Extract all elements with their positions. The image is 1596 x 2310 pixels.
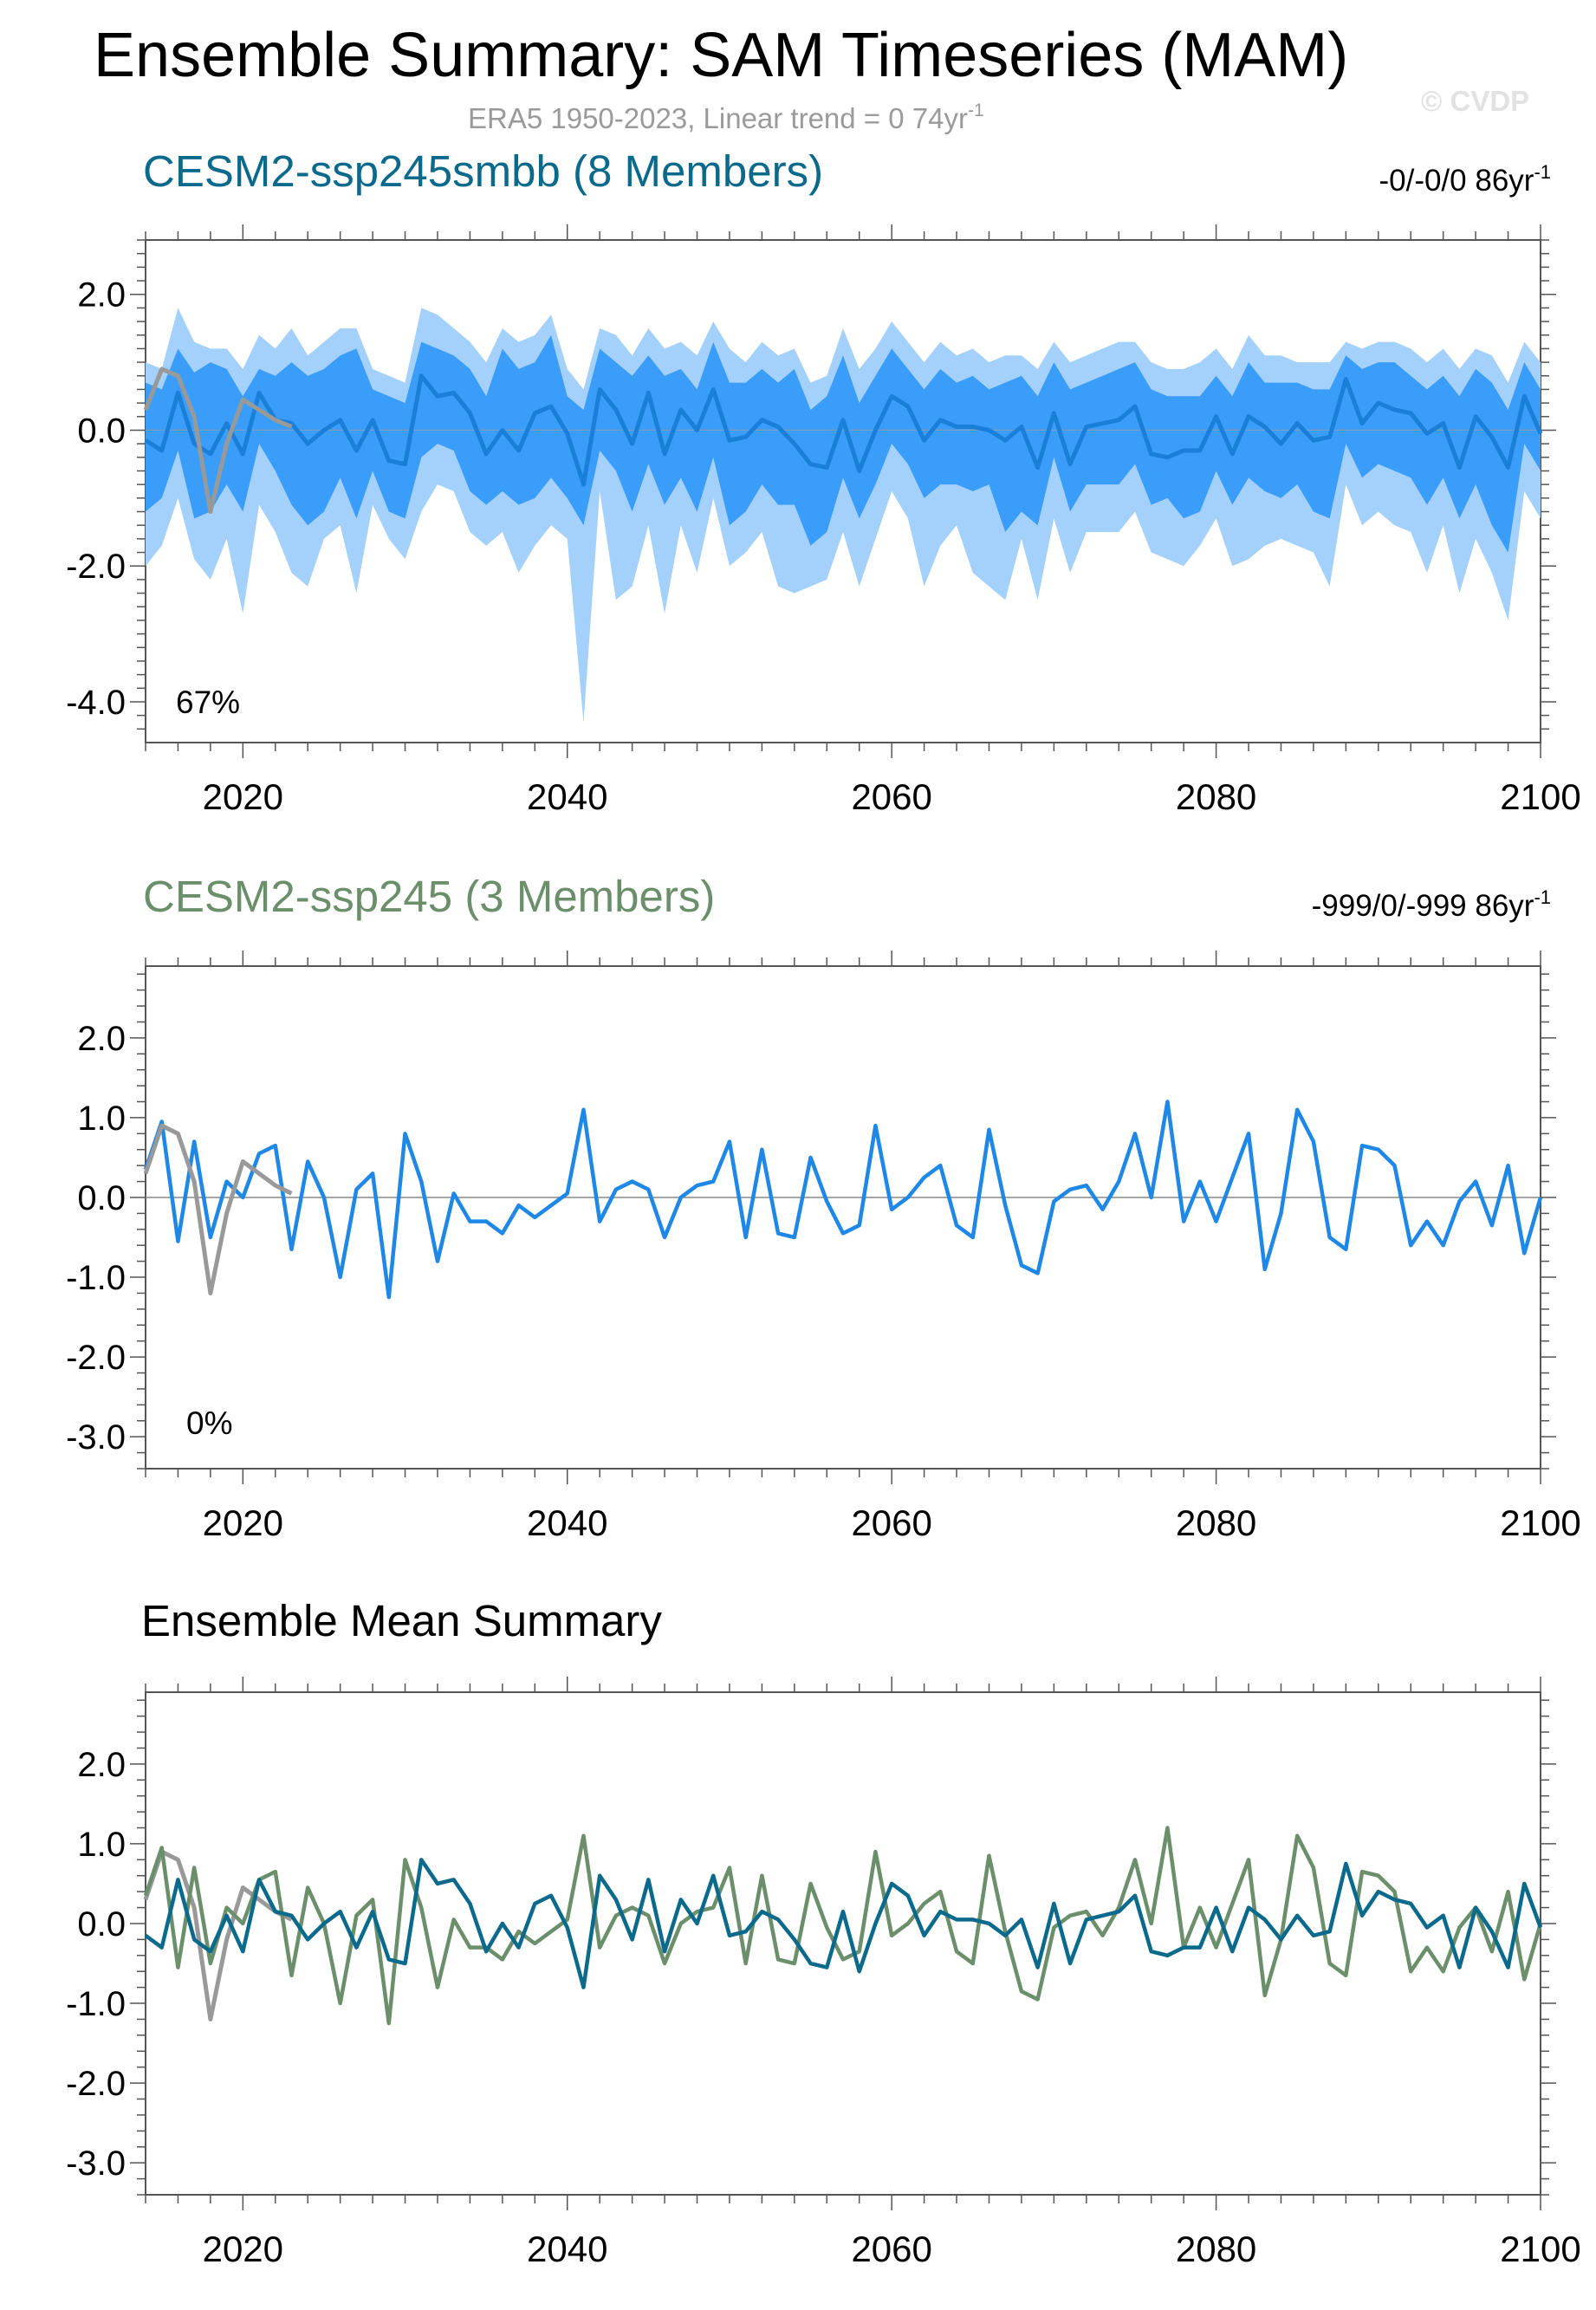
panel-smbb-plot: 2020 2040 2060 2080 2100 2.0 0.0 -2.0 -4.0 <box>66 224 1581 817</box>
panel-smbb-annotation: 67% <box>176 685 240 720</box>
x-tick-label: 2100 <box>1500 776 1580 817</box>
panel-ensemble-mean-frame <box>145 1691 1541 2196</box>
panel-ssp245: CESM2-ssp245 (3 Members) -999/0/-999 86y… <box>66 872 1581 1543</box>
y-tick-label: 1.0 <box>77 1100 126 1138</box>
watermark: © CVDP <box>1421 85 1529 117</box>
figure-subtitle: ERA5 1950-2023, Linear trend = 0 74yr-1 <box>468 101 984 134</box>
panel-smbb: CESM2-ssp245smbb (8 Members) -0/-0/0 86y… <box>66 146 1581 817</box>
y-tick-label: 0.0 <box>77 1905 126 1943</box>
y-tick-label: -3.0 <box>66 2145 126 2183</box>
y-tick-label: 2.0 <box>77 1020 126 1058</box>
panel-ssp245-annotation: 0% <box>186 1405 232 1441</box>
y-tick-label: -1.0 <box>66 1259 126 1297</box>
figure-title: Ensemble Summary: SAM Timeseries (MAM) <box>94 21 1348 90</box>
y-tick-label: -3.0 <box>66 1418 126 1457</box>
panel-ensemble-mean: Ensemble Mean Summary 2020 2040 2060 2080 21… <box>66 1596 1581 2269</box>
x-tick-label: 2080 <box>1176 776 1256 817</box>
obs-line <box>143 1123 293 1295</box>
x-tick-label: 2020 <box>203 776 283 817</box>
y-tick-label: 2.0 <box>77 276 126 315</box>
panel-ssp245-frame <box>145 965 1541 1470</box>
y-tick-label: -2.0 <box>66 2065 126 2103</box>
panel-smbb-trend: -0/-0/0 86yr-1 <box>1379 161 1551 198</box>
ssp245-line <box>143 1826 1543 2026</box>
smbb-line <box>144 1858 1543 1989</box>
y-tick-label: -2.0 <box>66 1339 126 1377</box>
panel-smbb-title: CESM2-ssp245smbb (8 Members) <box>143 146 823 196</box>
panel-ensemble-mean-title: Ensemble Mean Summary <box>141 1596 662 1645</box>
x-tick-label: 2020 <box>203 2229 283 2269</box>
panel-ensemble-mean-plot: 2020 2040 2060 2080 2100 2.0 1.0 0.0 -1.0 -2.0 -3.… <box>66 1677 1581 2269</box>
y-tick-label: 0.0 <box>77 412 126 450</box>
ensemble-mean-line <box>143 1100 1543 1300</box>
ensemble-mean-line <box>144 373 1543 487</box>
y-tick-label: -2.0 <box>66 548 126 586</box>
x-tick-label: 2100 <box>1500 2229 1580 2269</box>
y-tick-label: 2.0 <box>77 1746 126 1784</box>
y-tick-label: -4.0 <box>66 684 126 722</box>
x-tick-label: 2060 <box>851 2229 931 2269</box>
panel-ssp245-title: CESM2-ssp245 (3 Members) <box>143 872 715 921</box>
obs-line <box>143 367 293 515</box>
x-tick-label: 2040 <box>527 2229 607 2269</box>
x-tick-label: 2100 <box>1500 1502 1580 1543</box>
x-tick-label: 2060 <box>851 1502 931 1543</box>
panel-ssp245-plot: 2020 2040 2060 2080 2100 2.0 1.0 0.0 -1.0 -2.0 -3.… <box>66 951 1581 1543</box>
y-tick-label: 1.0 <box>77 1826 126 1864</box>
x-tick-label: 2060 <box>851 776 931 817</box>
y-tick-label: -1.0 <box>66 1985 126 2023</box>
spread-inner-band <box>146 334 1541 553</box>
x-tick-label: 2020 <box>203 1502 283 1543</box>
obs-line <box>143 1849 293 2021</box>
x-tick-label: 2040 <box>527 776 607 817</box>
x-tick-label: 2040 <box>527 1502 607 1543</box>
x-tick-label: 2080 <box>1176 2229 1256 2269</box>
panel-ssp245-trend: -999/0/-999 86yr-1 <box>1312 886 1551 923</box>
x-tick-label: 2080 <box>1176 1502 1256 1543</box>
y-tick-label: 0.0 <box>77 1179 126 1217</box>
